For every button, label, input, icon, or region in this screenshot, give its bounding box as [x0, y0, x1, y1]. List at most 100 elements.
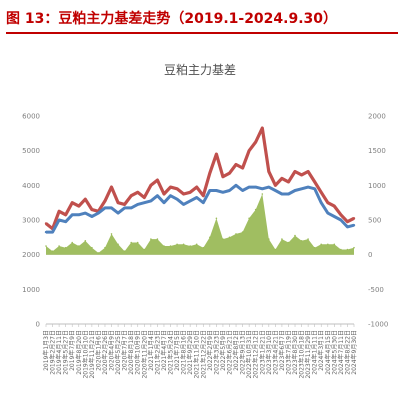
- basis-point: [189, 245, 191, 247]
- futures-price-point: [57, 218, 61, 222]
- spot-price-point: [116, 201, 120, 204]
- chart-title: 豆粕主力基差: [164, 62, 236, 77]
- x-tick-label: 2023年6月7日: [278, 330, 286, 371]
- left-axis-tick: 3000: [22, 217, 40, 225]
- futures-price-point: [261, 187, 264, 190]
- basis-area-series: [46, 194, 354, 255]
- x-tick-label: 2020年11月20日: [140, 330, 148, 379]
- left-axis-tick: 2000: [22, 251, 40, 259]
- x-tick-label: 2024年9月30日: [350, 330, 358, 375]
- x-tick-label: 2024年3月1日: [317, 330, 325, 371]
- futures-price-point: [51, 230, 54, 234]
- x-tick-label: 2021年4月7日: [160, 330, 168, 371]
- x-tick-label: 2023年1月21日: [258, 330, 266, 375]
- basis-point: [78, 245, 80, 247]
- right-axis-tick: 2000: [368, 113, 386, 121]
- spot-price-point: [254, 140, 257, 144]
- figure-caption: 图 13：豆粕主力基差走势（2019.1-2024.9.30）: [6, 6, 398, 34]
- basis-point: [294, 234, 296, 237]
- x-tick-label: 2022年5月9日: [219, 330, 227, 371]
- futures-price-point: [215, 189, 218, 192]
- basis-point: [117, 243, 119, 246]
- futures-price-point: [300, 187, 303, 190]
- spot-price-point: [103, 199, 107, 203]
- futures-price-point: [136, 203, 139, 206]
- basis-point: [91, 246, 93, 249]
- x-tick-label: 2023年4月21日: [271, 330, 279, 375]
- futures-price-point: [333, 215, 336, 218]
- x-tick-label: 2020年8月18日: [127, 330, 135, 375]
- x-tick-label: 2020年7月7日: [121, 330, 129, 371]
- x-tick-label: 2021年11月10日: [193, 330, 201, 379]
- basis-point: [209, 236, 211, 239]
- basis-point: [353, 246, 355, 249]
- futures-price-point: [130, 206, 133, 210]
- x-tick-label: 2023年10月18日: [298, 330, 306, 379]
- futures-price-point: [326, 211, 329, 215]
- x-tick-label: 2019年1月3日: [42, 330, 50, 371]
- basis-point: [327, 243, 329, 246]
- spot-price-point: [234, 163, 238, 166]
- basis-point: [228, 236, 231, 239]
- basis-point: [241, 231, 244, 233]
- spot-price-point: [221, 175, 225, 178]
- left-axis-tick: 0: [36, 321, 40, 329]
- x-tick-label: 2020年1月6日: [94, 330, 102, 371]
- basis-point: [222, 238, 224, 240]
- futures-price-point: [254, 185, 257, 189]
- x-tick-label: 2024年5月30日: [330, 330, 338, 375]
- basis-point: [156, 238, 159, 240]
- basis-point: [169, 245, 172, 247]
- right-axis-tick: -1000: [368, 321, 388, 329]
- futures-price-point: [123, 206, 126, 210]
- futures-price-point: [156, 194, 159, 197]
- spot-price-point: [306, 170, 310, 173]
- spot-price-point: [182, 192, 185, 196]
- futures-price-point: [267, 185, 270, 189]
- spot-price-point: [57, 210, 61, 213]
- futures-price-point: [90, 215, 94, 218]
- basis-point: [281, 238, 283, 240]
- spot-price-point: [247, 149, 251, 152]
- futures-price-point: [44, 230, 48, 234]
- basis-point: [71, 241, 73, 244]
- futures-price-point: [71, 213, 74, 216]
- basis-point: [51, 250, 54, 252]
- futures-price-point: [169, 194, 172, 197]
- x-tick-label: 2023年8月30日: [291, 330, 299, 375]
- spot-price-point: [241, 166, 244, 170]
- futures-price-point: [320, 201, 323, 204]
- right-axis-tick: 500: [368, 217, 381, 225]
- spot-price-point: [333, 204, 336, 208]
- basis-point: [333, 243, 336, 246]
- x-tick-label: 2019年11月21日: [88, 330, 96, 379]
- basis-point: [235, 233, 237, 235]
- spot-price-point: [44, 222, 48, 225]
- x-tick-label: 2019年8月20日: [75, 330, 83, 375]
- x-tick-label: 2021年5月24日: [167, 330, 175, 375]
- futures-price-point: [195, 196, 198, 199]
- x-tick-label: 2022年6月21日: [225, 330, 233, 375]
- x-tick-label: 2023年7月19日: [284, 330, 292, 375]
- x-tick-label: 2022年2月9日: [206, 330, 214, 371]
- futures-price-point: [352, 224, 356, 227]
- left-axis-tick: 6000: [22, 113, 40, 121]
- basis-point: [123, 250, 126, 252]
- spot-price-point: [352, 217, 356, 220]
- spot-price-point: [293, 170, 297, 173]
- left-axis-tick: 5000: [22, 147, 40, 155]
- x-tick-label: 2020年2月26日: [101, 330, 109, 375]
- spot-price-point: [215, 152, 218, 156]
- right-axis-tick: 1500: [368, 147, 386, 155]
- left-axis-tick: 1000: [22, 286, 40, 294]
- futures-price-point: [313, 187, 316, 190]
- basis-point: [110, 233, 113, 235]
- futures-price-point: [247, 185, 251, 189]
- right-axis-tick: 1000: [368, 182, 386, 190]
- spot-price-point: [228, 172, 231, 175]
- futures-price-point: [228, 189, 231, 192]
- basis-point: [261, 193, 264, 195]
- futures-price-point: [77, 213, 81, 216]
- spot-price-point: [202, 194, 205, 197]
